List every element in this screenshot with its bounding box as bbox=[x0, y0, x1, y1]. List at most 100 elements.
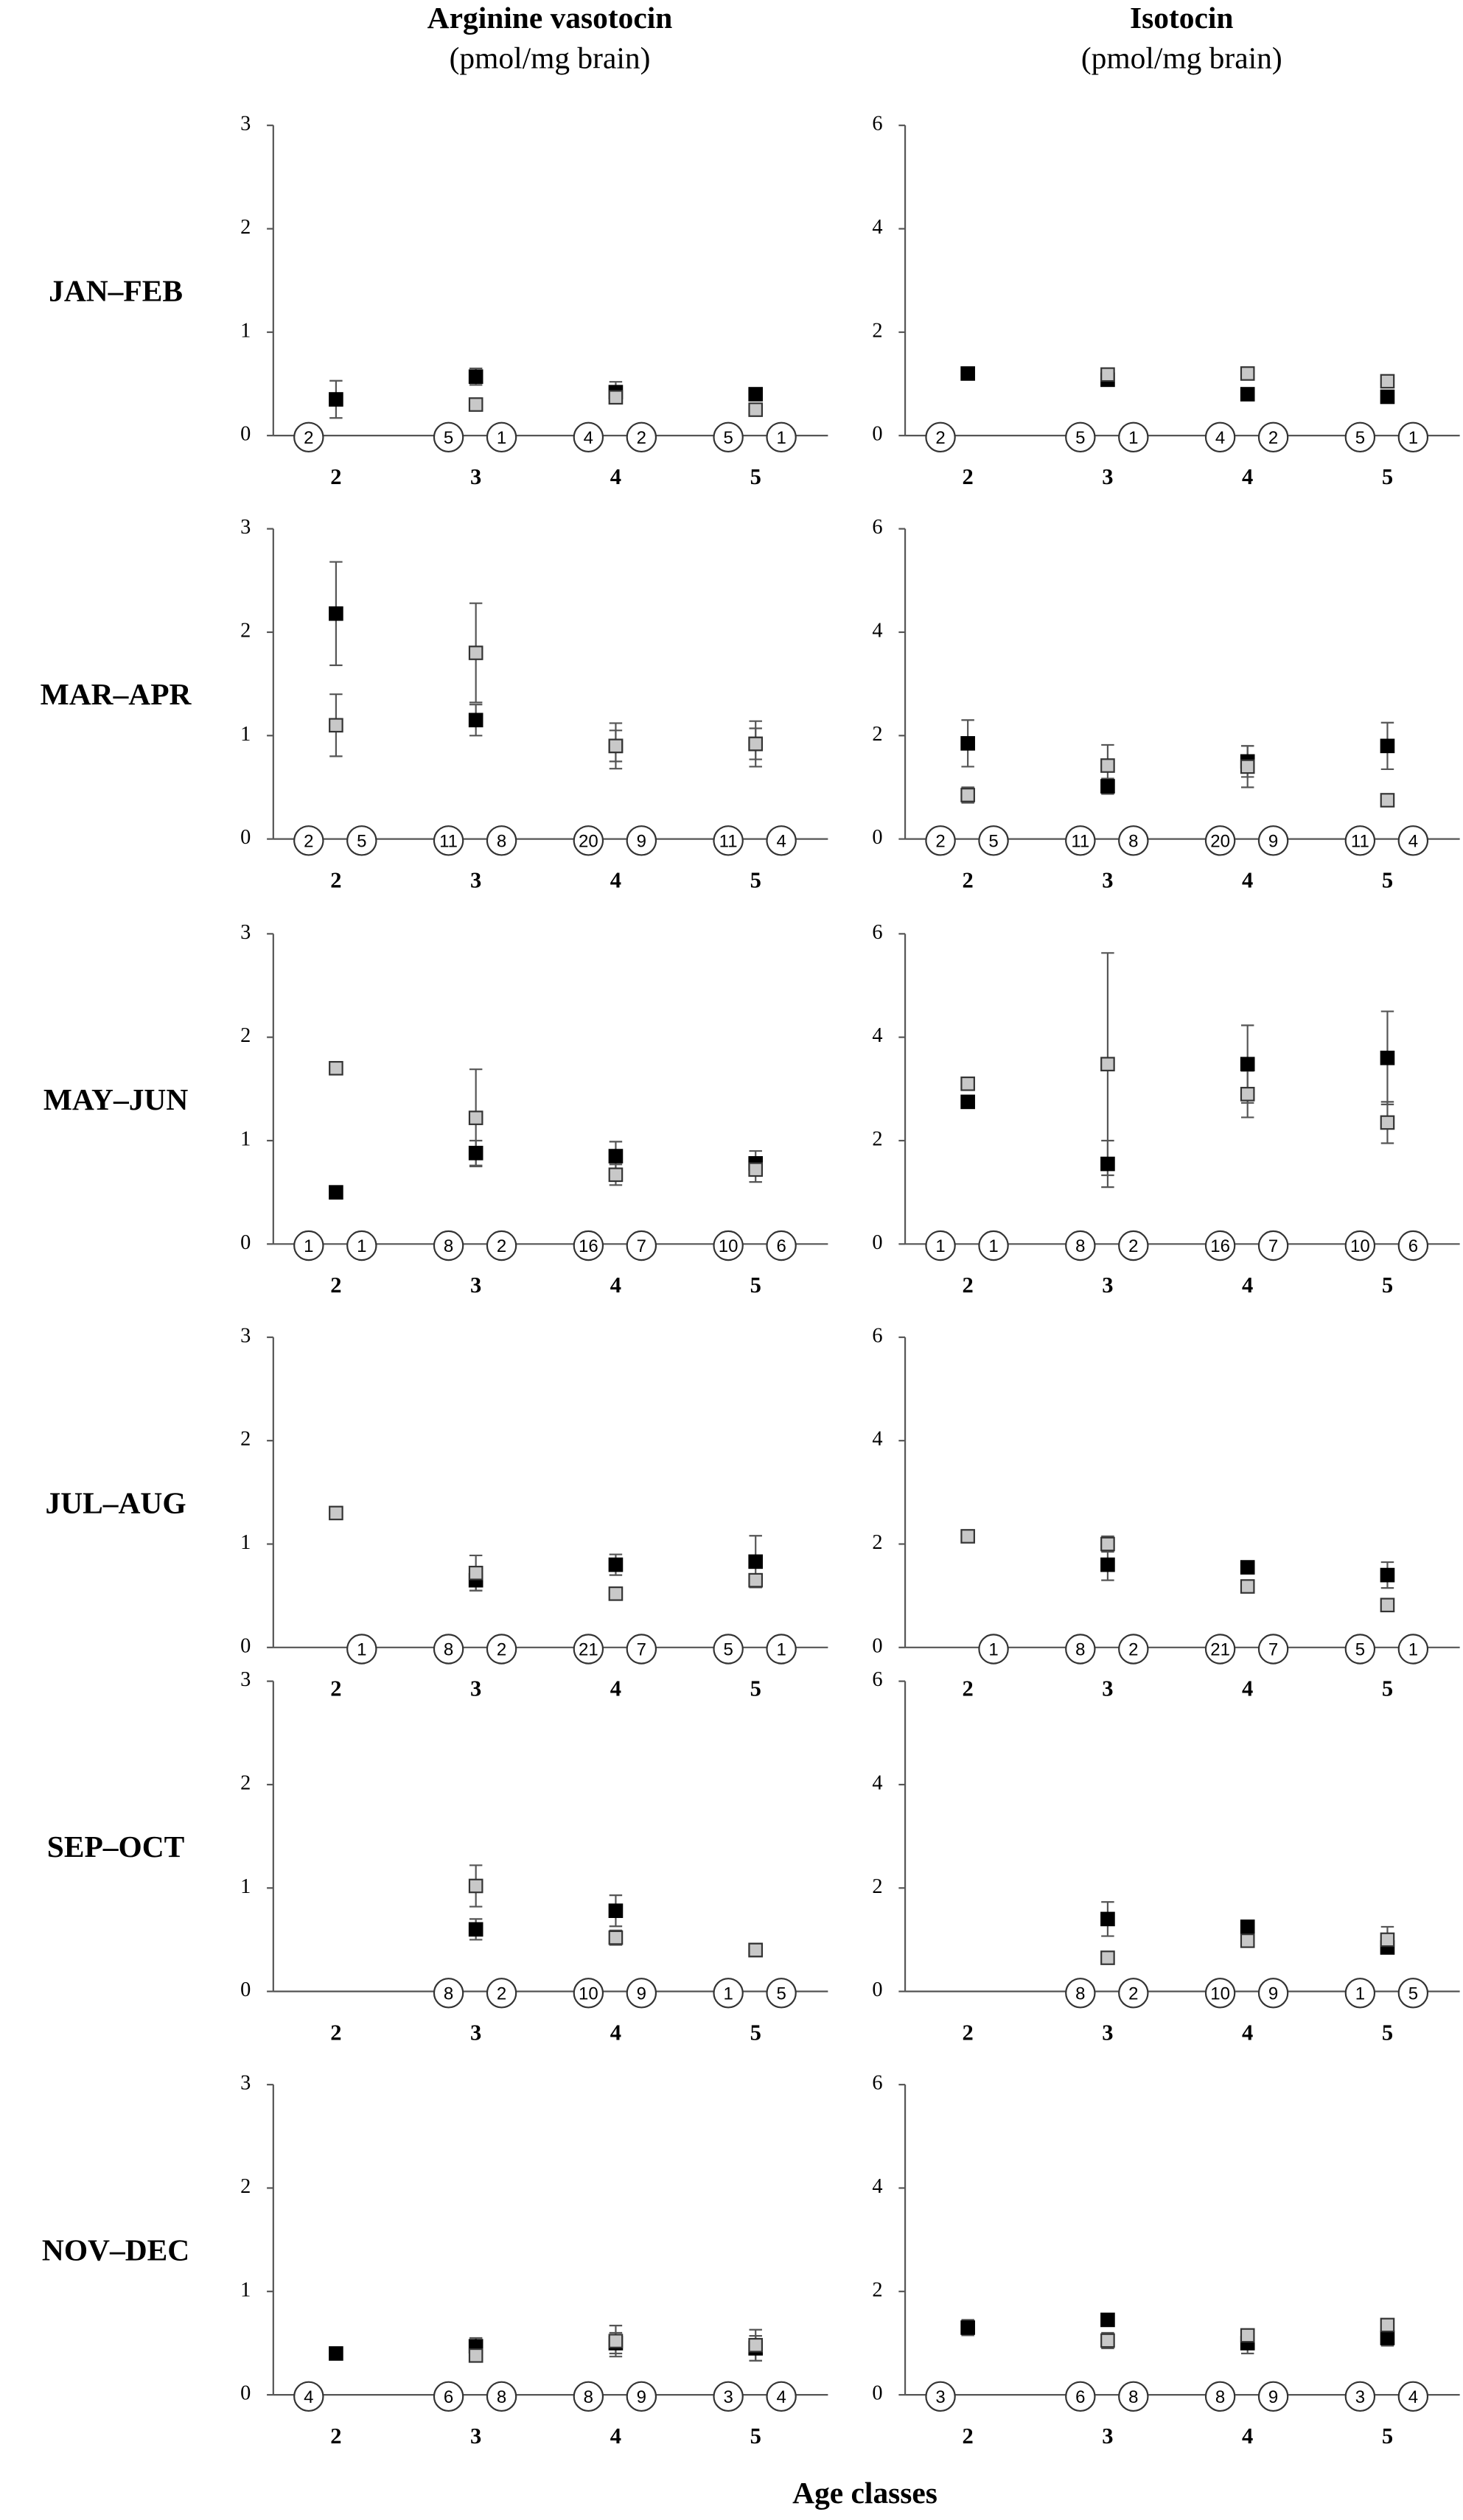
filled-marker bbox=[329, 606, 343, 621]
sample-size: 9 bbox=[1268, 2387, 1278, 2407]
x-tick-label: 3 bbox=[470, 2423, 481, 2449]
x-tick-label: 3 bbox=[1102, 2020, 1113, 2045]
sample-size-circle bbox=[978, 825, 1009, 856]
sample-size-circle bbox=[626, 1634, 657, 1665]
sample-size: 5 bbox=[723, 428, 733, 448]
x-tick-label: 3 bbox=[470, 464, 481, 489]
sample-size: 11 bbox=[439, 831, 458, 851]
filled-marker bbox=[960, 2320, 975, 2335]
sample-size-circle bbox=[433, 825, 464, 856]
filled-marker bbox=[1240, 387, 1255, 402]
y-tick-label: 2 bbox=[872, 1531, 882, 1554]
sample-size-circle bbox=[573, 2381, 604, 2412]
x-tick-label: 5 bbox=[750, 2020, 761, 2045]
x-tick-label: 2 bbox=[963, 1676, 974, 1701]
y-tick-label: 4 bbox=[872, 216, 882, 239]
x-tick-label: 2 bbox=[330, 464, 341, 489]
figure-body: Arginine vasotocin (pmol/mg brain) Isotoci… bbox=[41, 1, 1460, 2510]
open-marker bbox=[1100, 1057, 1115, 1071]
sample-size: 6 bbox=[1075, 2387, 1085, 2407]
x-tick-label: 3 bbox=[470, 1676, 481, 1701]
sample-size-circle bbox=[1344, 1634, 1376, 1665]
sample-size: 8 bbox=[444, 1984, 453, 2003]
open-marker bbox=[1240, 759, 1255, 774]
filled-marker bbox=[748, 387, 764, 402]
open-marker bbox=[748, 1162, 764, 1177]
row-label: MAR–APR bbox=[41, 677, 192, 711]
sample-size-circle bbox=[486, 1230, 517, 1261]
sample-size-circle bbox=[1344, 1978, 1376, 2009]
sample-size-circle bbox=[1344, 1230, 1376, 1261]
sample-size: 9 bbox=[637, 831, 646, 851]
x-tick-label: 5 bbox=[750, 464, 761, 489]
sample-size: 5 bbox=[988, 831, 998, 851]
y-tick-label: 3 bbox=[240, 113, 251, 136]
sample-size-circle bbox=[713, 825, 744, 856]
sample-size-circle bbox=[766, 1230, 797, 1261]
open-marker bbox=[1100, 367, 1115, 382]
sample-size-circle bbox=[626, 1978, 657, 2009]
open-marker bbox=[608, 1167, 624, 1183]
x-tick-label: 4 bbox=[1242, 1676, 1253, 1701]
sample-size: 2 bbox=[497, 1640, 506, 1660]
sample-size-circle bbox=[713, 1978, 744, 2009]
x-tick-label: 3 bbox=[1102, 1273, 1113, 1298]
sample-size: 8 bbox=[444, 1236, 453, 1256]
sample-size: 10 bbox=[1210, 1984, 1230, 2003]
x-tick-label: 2 bbox=[963, 464, 974, 489]
sample-size-circle bbox=[293, 2381, 324, 2412]
sample-size-circle bbox=[1065, 825, 1096, 856]
x-tick-label: 5 bbox=[1382, 464, 1393, 489]
sample-size: 5 bbox=[444, 428, 453, 448]
sample-size: 1 bbox=[357, 1236, 366, 1256]
sample-size: 8 bbox=[1075, 1984, 1085, 2003]
open-marker bbox=[748, 736, 764, 752]
sample-size: 5 bbox=[1355, 428, 1365, 448]
filled-marker bbox=[1100, 779, 1115, 794]
filled-marker bbox=[1100, 1156, 1115, 1172]
x-tick-label: 4 bbox=[610, 2423, 621, 2449]
sample-size: 16 bbox=[1210, 1236, 1230, 1256]
sample-size: 1 bbox=[497, 428, 506, 448]
y-tick-label: 0 bbox=[240, 423, 251, 446]
sample-size: 7 bbox=[1268, 1236, 1278, 1256]
open-marker bbox=[748, 402, 764, 417]
sample-size-circle bbox=[293, 421, 324, 453]
y-tick-label: 6 bbox=[872, 1668, 882, 1691]
sample-size-circle bbox=[1118, 1978, 1149, 2009]
sample-size-circle bbox=[713, 421, 744, 453]
sample-size: 20 bbox=[1210, 831, 1230, 851]
sample-size: 9 bbox=[1268, 831, 1278, 851]
sample-size-circle bbox=[346, 1230, 377, 1261]
y-tick-label: 0 bbox=[240, 1634, 251, 1657]
x-tick-label: 5 bbox=[1382, 1273, 1393, 1298]
open-marker bbox=[748, 1942, 764, 1958]
open-marker bbox=[1380, 1932, 1395, 1947]
filled-marker bbox=[1100, 2312, 1115, 2328]
sample-size-circle bbox=[1257, 1634, 1289, 1665]
y-tick-label: 6 bbox=[872, 1324, 882, 1347]
sample-size: 4 bbox=[1408, 2387, 1418, 2407]
y-tick-label: 0 bbox=[240, 1978, 251, 2001]
sample-size-circle bbox=[1344, 2381, 1376, 2412]
x-tick-label: 2 bbox=[963, 868, 974, 893]
sample-size: 4 bbox=[304, 2387, 313, 2407]
row-label: JAN–FEB bbox=[49, 274, 183, 308]
sample-size-circle bbox=[1204, 1230, 1236, 1261]
row-label: JUL–AUG bbox=[46, 1485, 186, 1519]
sample-size: 9 bbox=[637, 1984, 646, 2003]
y-tick-label: 3 bbox=[240, 1668, 251, 1691]
filled-marker bbox=[1380, 1567, 1395, 1583]
filled-marker bbox=[608, 1903, 624, 1918]
column-unit: (pmol/mg brain) bbox=[1081, 41, 1282, 75]
open-marker bbox=[748, 1572, 764, 1588]
open-marker bbox=[608, 390, 624, 405]
x-tick-label: 2 bbox=[963, 2423, 974, 2449]
open-marker bbox=[468, 1565, 483, 1581]
y-tick-label: 0 bbox=[872, 1231, 882, 1254]
y-tick-label: 3 bbox=[240, 516, 251, 539]
sample-size: 5 bbox=[1355, 1640, 1365, 1660]
filled-marker bbox=[1100, 1557, 1115, 1572]
open-marker bbox=[468, 1878, 483, 1894]
y-tick-label: 4 bbox=[872, 1771, 882, 1794]
